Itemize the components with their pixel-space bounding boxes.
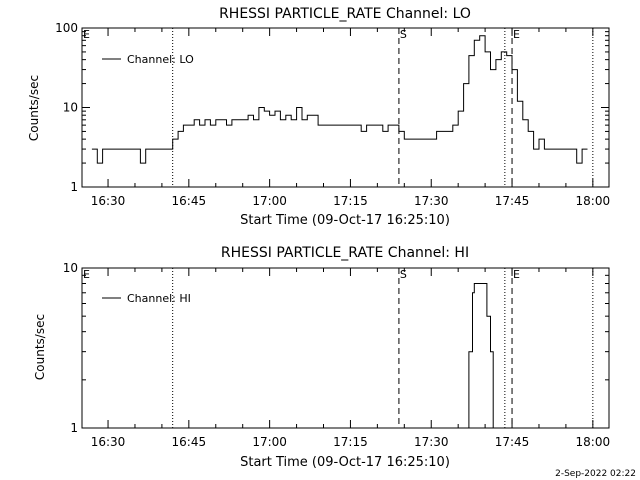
hi-x-tick-label: 17:15 bbox=[333, 435, 368, 449]
hi-marker-label: S bbox=[400, 268, 407, 281]
lo-x-tick-label: 18:00 bbox=[576, 194, 611, 208]
lo-panel: RHESSI PARTICLE_RATE Channel: LO Counts/… bbox=[27, 6, 610, 228]
hi-x-axis-label: Start Time (09-Oct-17 16:25:10) bbox=[240, 455, 450, 470]
hi-series-line bbox=[463, 283, 494, 429]
lo-marker-label: S bbox=[400, 28, 407, 41]
lo-x-tick-label: 16:30 bbox=[91, 194, 126, 208]
hi-x-tick-label: 17:45 bbox=[495, 435, 530, 449]
lo-x-axis-label: Start Time (09-Oct-17 16:25:10) bbox=[240, 213, 450, 228]
lo-marker-label: E bbox=[83, 28, 90, 41]
hi-legend-label: Channel: HI bbox=[127, 292, 191, 305]
lo-x-tick-label: 17:45 bbox=[495, 194, 530, 208]
hi-y-tick-label: 1 bbox=[70, 421, 78, 435]
hi-x-tick-label: 16:30 bbox=[91, 435, 126, 449]
lo-chart-title: RHESSI PARTICLE_RATE Channel: LO bbox=[219, 6, 471, 22]
hi-chart-title: RHESSI PARTICLE_RATE Channel: HI bbox=[221, 245, 469, 261]
lo-x-tick-label: 17:00 bbox=[252, 194, 287, 208]
lo-y-axis-label: Counts/sec bbox=[27, 75, 41, 141]
lo-y-tick-label: 100 bbox=[55, 21, 78, 35]
hi-plot-frame bbox=[81, 267, 610, 429]
lo-y-tick-label: 1 bbox=[70, 180, 78, 194]
lo-legend-label: Channel: LO bbox=[127, 53, 194, 66]
lo-plot-frame bbox=[81, 27, 610, 188]
lo-x-tick-label: 17:30 bbox=[414, 194, 449, 208]
lo-x-tick-label: 16:45 bbox=[172, 194, 207, 208]
hi-x-tick-label: 17:00 bbox=[252, 435, 287, 449]
hi-marker-label: E bbox=[513, 268, 520, 281]
hi-x-tick-label: 16:45 bbox=[172, 435, 207, 449]
lo-y-tick-label: 10 bbox=[63, 101, 78, 115]
hi-panel: RHESSI PARTICLE_RATE Channel: HI Counts/… bbox=[33, 245, 610, 470]
hi-marker-label: E bbox=[83, 268, 90, 281]
lo-series-line bbox=[91, 35, 588, 164]
lo-x-tick-label: 17:15 bbox=[333, 194, 368, 208]
lo-marker-label: E bbox=[513, 28, 520, 41]
hi-y-axis-label: Counts/sec bbox=[33, 314, 47, 380]
hi-y-tick-label: 10 bbox=[63, 261, 78, 275]
hi-x-tick-label: 18:00 bbox=[576, 435, 611, 449]
hi-x-tick-label: 17:30 bbox=[414, 435, 449, 449]
generation-timestamp: 2-Sep-2022 02:22 bbox=[555, 469, 636, 479]
